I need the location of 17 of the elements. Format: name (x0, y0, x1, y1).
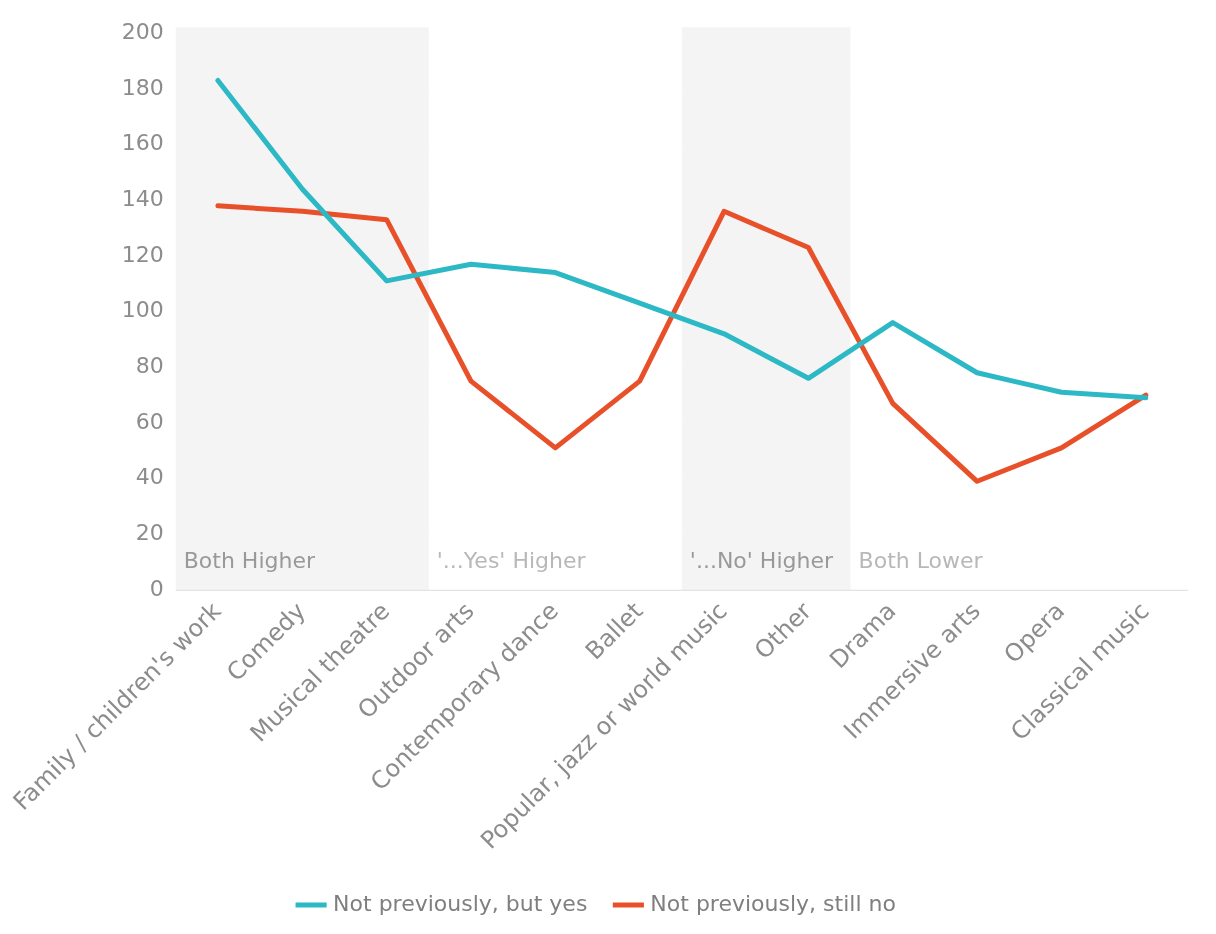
y-tick-label: 120 (121, 241, 164, 267)
y-tick-label: 140 (121, 185, 164, 211)
y-tick-label: 0 (149, 575, 164, 601)
band-label: Both Higher (183, 547, 316, 573)
y-tick-label: 100 (121, 297, 164, 323)
y-tick-label: 20 (135, 519, 164, 545)
legend-label: Not previously, still no (650, 890, 896, 916)
band-label: '...No' Higher (689, 547, 834, 573)
y-tick-label: 160 (121, 130, 164, 156)
band-label: '...Yes' Higher (436, 547, 587, 573)
y-tick-label: 180 (121, 74, 164, 100)
y-tick-label: 200 (121, 18, 164, 44)
legend-label: Not previously, but yes (333, 890, 588, 916)
y-tick-label: 80 (135, 352, 164, 378)
band-label: Both Lower (858, 547, 984, 573)
y-tick-label: 60 (135, 408, 164, 434)
y-tick-label: 40 (135, 464, 164, 490)
